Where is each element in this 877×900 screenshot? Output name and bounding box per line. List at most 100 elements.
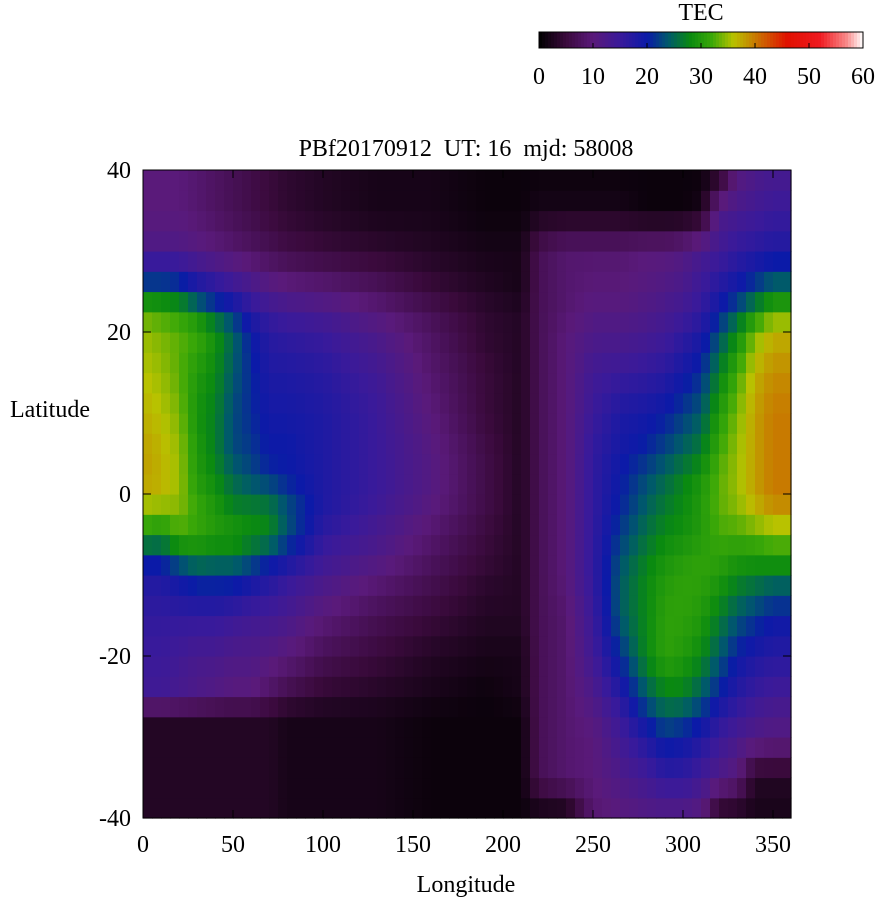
heat-cell	[764, 595, 774, 617]
heat-cell	[476, 777, 486, 799]
heat-cell	[566, 372, 576, 394]
heat-cell	[251, 433, 261, 455]
heat-cell	[206, 514, 216, 536]
heat-cell	[566, 311, 576, 333]
heat-cell	[386, 453, 396, 475]
heat-cell	[620, 494, 630, 515]
heat-cell	[206, 190, 216, 212]
heat-cell	[674, 797, 684, 819]
heat-cell	[548, 190, 558, 212]
heat-cell	[422, 230, 432, 252]
heat-cell	[683, 757, 693, 779]
heat-cell	[242, 757, 252, 779]
heat-cell	[764, 372, 774, 394]
heat-cell	[413, 372, 423, 394]
heat-cell	[692, 413, 702, 434]
heat-cell	[566, 190, 576, 212]
heat-cell	[449, 311, 459, 333]
heat-cell	[341, 696, 351, 718]
heat-cell	[476, 210, 486, 232]
heat-cell	[629, 635, 639, 657]
heat-cell	[665, 696, 675, 718]
heat-cell	[170, 291, 180, 313]
heat-cell	[386, 190, 396, 212]
heat-cell	[170, 635, 180, 657]
heat-cell	[287, 311, 297, 333]
heat-cell	[512, 554, 522, 576]
heat-cell	[611, 514, 621, 536]
heat-cell	[350, 453, 360, 475]
heat-cell	[674, 190, 684, 212]
heat-cell	[593, 230, 603, 252]
heat-cell	[737, 372, 747, 394]
heat-cell	[143, 413, 153, 434]
heat-cell	[476, 190, 486, 212]
heat-cell	[557, 271, 567, 293]
heat-cell	[692, 676, 702, 698]
heat-cell	[611, 716, 621, 738]
heat-cell	[737, 554, 747, 576]
heat-cell	[647, 453, 657, 475]
heat-cell	[629, 494, 639, 515]
heat-cell	[773, 554, 783, 576]
heat-cell	[773, 210, 783, 232]
heat-cell	[386, 676, 396, 698]
heat-cell	[719, 230, 729, 252]
colorbar-cell	[632, 32, 636, 48]
heat-cell	[710, 797, 720, 819]
heat-cell	[377, 534, 387, 556]
heat-cell	[143, 737, 153, 758]
heat-cell	[710, 170, 720, 191]
heat-cell	[530, 757, 540, 779]
heat-cell	[359, 757, 369, 779]
heat-cell	[539, 737, 549, 758]
heat-cell	[368, 372, 378, 394]
colorbar-cell	[647, 32, 651, 48]
heat-cell	[287, 433, 297, 455]
heat-cell	[773, 716, 783, 738]
heat-cell	[683, 372, 693, 394]
colorbar-cell	[764, 32, 768, 48]
heat-cell	[305, 170, 315, 191]
heat-cell	[152, 473, 162, 495]
heat-cell	[683, 595, 693, 617]
heat-cell	[692, 777, 702, 799]
heat-cell	[206, 635, 216, 657]
heat-cell	[620, 696, 630, 718]
heat-cell	[584, 737, 594, 758]
heat-cell	[395, 170, 405, 191]
heat-cell	[314, 716, 324, 738]
heat-cell	[287, 251, 297, 272]
heat-cell	[602, 656, 612, 677]
heat-cell	[260, 797, 270, 819]
heat-cell	[215, 716, 225, 738]
heat-cell	[485, 716, 495, 738]
heat-cell	[620, 716, 630, 738]
heat-cell	[143, 615, 153, 637]
heat-cell	[296, 170, 306, 191]
heat-cell	[170, 595, 180, 617]
heat-cell	[305, 534, 315, 556]
heat-cell	[737, 757, 747, 779]
heat-cell	[161, 696, 171, 718]
heat-cell	[638, 716, 648, 738]
heat-cell	[296, 615, 306, 637]
heat-cell	[539, 332, 549, 353]
heat-cell	[782, 534, 792, 556]
heat-cell	[773, 595, 783, 617]
heat-cell	[521, 352, 531, 374]
heat-cell	[737, 676, 747, 698]
heat-cell	[377, 757, 387, 779]
x-tick-label: 0	[137, 832, 149, 858]
heat-cell	[476, 615, 486, 637]
heat-cell	[224, 453, 234, 475]
heat-cell	[152, 230, 162, 252]
heat-cell	[656, 352, 666, 374]
heat-cell	[224, 797, 234, 819]
heat-cell	[485, 514, 495, 536]
heat-cell	[593, 595, 603, 617]
heat-cell	[305, 210, 315, 232]
heat-cell	[683, 433, 693, 455]
heat-cell	[512, 473, 522, 495]
heat-cell	[485, 737, 495, 758]
